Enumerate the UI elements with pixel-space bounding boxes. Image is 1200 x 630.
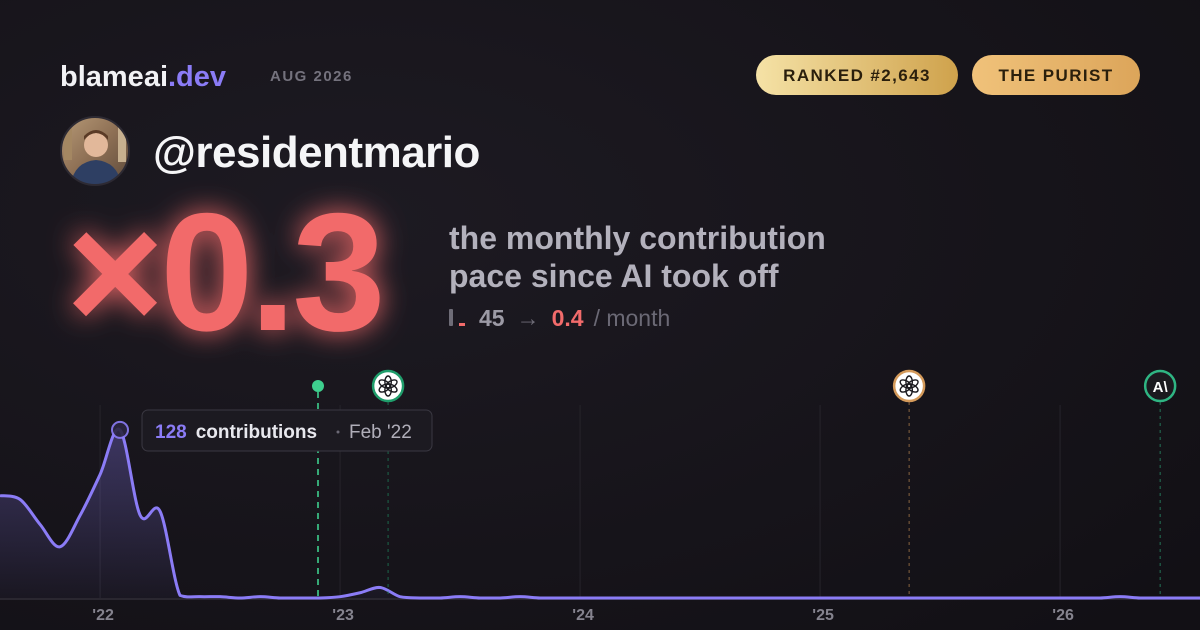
rank-badge bbox=[756, 55, 958, 95]
avatar-ring bbox=[60, 116, 130, 186]
x-tick-label: '25 bbox=[812, 607, 834, 624]
x-tick-label: '26 bbox=[1052, 607, 1074, 624]
handle: @residentmario bbox=[153, 128, 480, 177]
multiplier: ×0.3 bbox=[66, 178, 382, 366]
event-dot bbox=[312, 380, 324, 392]
persona-badge bbox=[972, 55, 1140, 95]
pace-after: 0.4 bbox=[552, 305, 584, 331]
pace-icon bbox=[459, 323, 465, 326]
line bbox=[0, 427, 1200, 600]
tagline-line: pace since AI took off bbox=[449, 258, 779, 294]
event-logo bbox=[1143, 369, 1177, 403]
chart: '22 '23 '24 '25 '26 A\ 128 contributions Feb '22 bbox=[0, 369, 1200, 624]
pace-before: 45 bbox=[479, 305, 505, 331]
tooltip-unit: contributions bbox=[196, 422, 317, 443]
x-tick-label: '24 bbox=[572, 607, 594, 624]
pace-row: 45 → 0.4 / month bbox=[479, 305, 670, 331]
event-logo-glyph bbox=[378, 375, 398, 397]
tooltip-sep bbox=[336, 430, 340, 434]
area-fill bbox=[0, 429, 1200, 598]
brand-name: blameai bbox=[60, 61, 168, 93]
highlight-ring bbox=[111, 420, 129, 439]
event-logo-petal bbox=[378, 379, 391, 389]
pace-icon bbox=[449, 309, 453, 326]
tooltip-text: 128 contributions bbox=[155, 422, 317, 443]
brand: blameai.dev bbox=[60, 61, 226, 93]
tagline-line: the monthly contribution bbox=[449, 220, 826, 256]
pace-arrow: → bbox=[517, 305, 540, 331]
x-tick-label: '23 bbox=[332, 607, 354, 624]
event-logo-label: A\ bbox=[1153, 379, 1169, 396]
event-logo bbox=[371, 369, 405, 403]
tooltip-date: Feb '22 bbox=[349, 422, 412, 443]
period: AUG 2026 bbox=[270, 68, 353, 85]
event-logo bbox=[892, 369, 926, 403]
event-logo-petal bbox=[899, 379, 912, 389]
persona-badge-text: THE PURIST bbox=[998, 66, 1113, 85]
pace-unit: / month bbox=[594, 305, 671, 331]
x-tick-label: '22 bbox=[92, 607, 114, 624]
event-logo-glyph bbox=[899, 375, 919, 397]
tooltip-box bbox=[141, 409, 433, 452]
brand-tld: .dev bbox=[168, 61, 226, 93]
rank-badge-text: RANKED #2,643 bbox=[783, 66, 931, 85]
tooltip-value: 128 bbox=[155, 422, 187, 443]
